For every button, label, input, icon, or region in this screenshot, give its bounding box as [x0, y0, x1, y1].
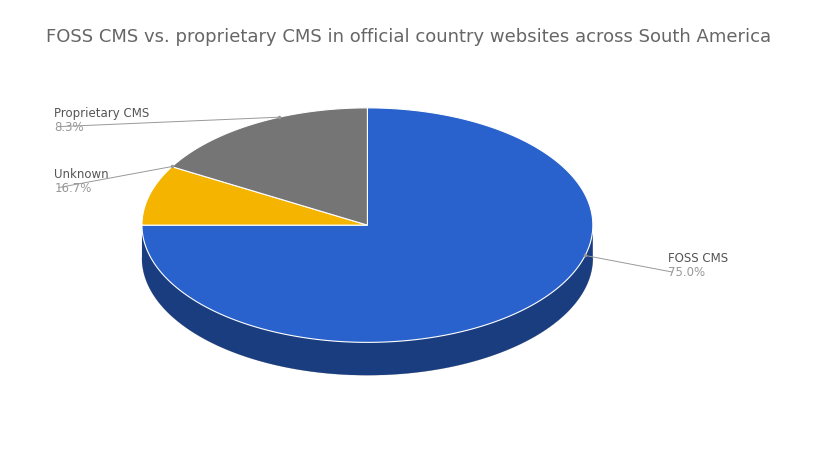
- Text: 75.0%: 75.0%: [668, 266, 705, 279]
- Polygon shape: [142, 166, 367, 225]
- Text: FOSS CMS: FOSS CMS: [668, 252, 728, 265]
- Text: Unknown: Unknown: [54, 167, 109, 181]
- Text: 16.7%: 16.7%: [54, 182, 92, 195]
- Text: FOSS CMS vs. proprietary CMS in official country websites across South America: FOSS CMS vs. proprietary CMS in official…: [46, 28, 771, 46]
- Polygon shape: [142, 108, 593, 342]
- Polygon shape: [172, 108, 367, 225]
- Polygon shape: [142, 258, 593, 375]
- Text: 8.3%: 8.3%: [54, 121, 84, 134]
- Polygon shape: [142, 225, 593, 375]
- Text: Proprietary CMS: Proprietary CMS: [54, 106, 149, 120]
